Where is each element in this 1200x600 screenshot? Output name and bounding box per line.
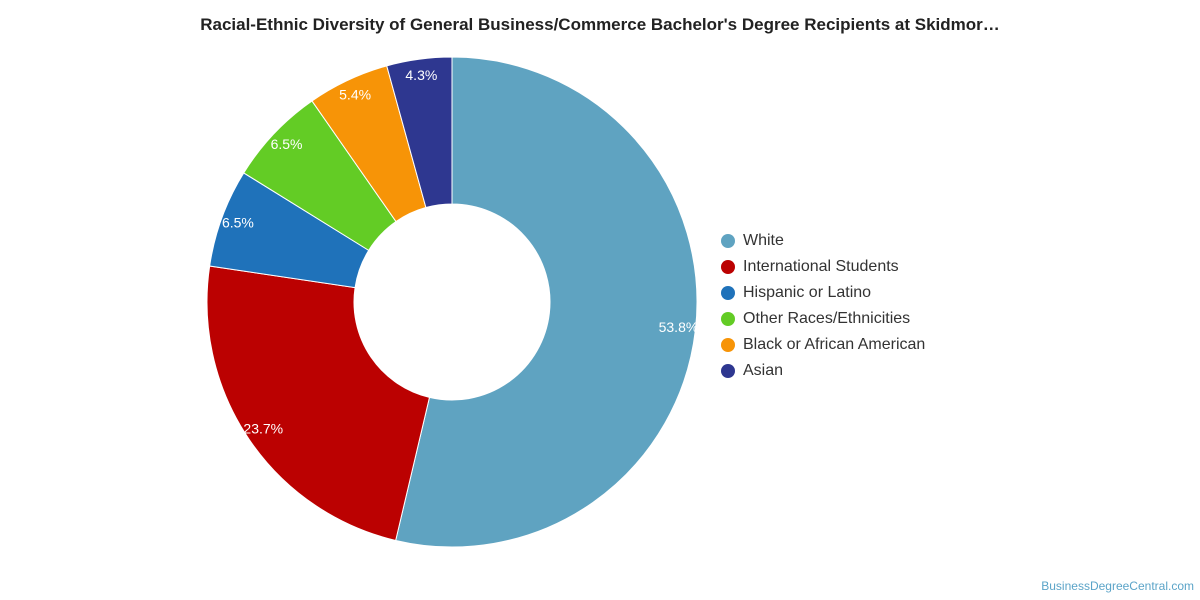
legend-item-black-or-african-american[interactable]: Black or African American [721, 332, 925, 358]
slice-label-hispanic-or-latino: 6.5% [222, 214, 254, 230]
legend-swatch [721, 260, 735, 274]
legend-label: Asian [743, 362, 784, 379]
slice-label-asian: 4.3% [405, 67, 437, 83]
slice-label-white: 53.8% [659, 319, 699, 335]
slice-white[interactable] [395, 56, 698, 548]
legend-label: International Students [743, 258, 899, 275]
legend-item-asian[interactable]: Asian [721, 358, 925, 384]
legend-swatch [721, 234, 735, 248]
legend-label: Other Races/Ethnicities [743, 310, 911, 327]
legend-label: Black or African American [743, 336, 926, 353]
slice-asian[interactable] [386, 56, 453, 209]
legend-item-hispanic-or-latino[interactable]: Hispanic or Latino [721, 280, 925, 306]
slice-label-black-or-african-american: 5.4% [339, 86, 371, 102]
source-credit-link[interactable]: BusinessDegreeCentral.com [1041, 579, 1194, 593]
slice-label-international-students: 23.7% [243, 421, 283, 437]
legend-swatch [721, 338, 735, 352]
chart-legend: White International Students Hispanic or… [721, 228, 925, 384]
legend-item-international-students[interactable]: International Students [721, 254, 925, 280]
slice-international-students[interactable] [206, 265, 431, 542]
legend-swatch [721, 364, 735, 378]
legend-swatch [721, 312, 735, 326]
legend-item-white[interactable]: White [721, 228, 925, 254]
slice-label-other-races-ethnicities: 6.5% [271, 136, 303, 152]
donut-slices [206, 56, 698, 548]
legend-label: Hispanic or Latino [743, 284, 872, 301]
legend-swatch [721, 286, 735, 300]
legend-item-other-races[interactable]: Other Races/Ethnicities [721, 306, 925, 332]
chart-title: Racial-Ethnic Diversity of General Busin… [200, 15, 1000, 34]
donut-slice-labels: 53.8% 23.7% 6.5% 6.5% 5.4% 4.3% [222, 67, 698, 437]
legend-label: White [743, 232, 784, 249]
